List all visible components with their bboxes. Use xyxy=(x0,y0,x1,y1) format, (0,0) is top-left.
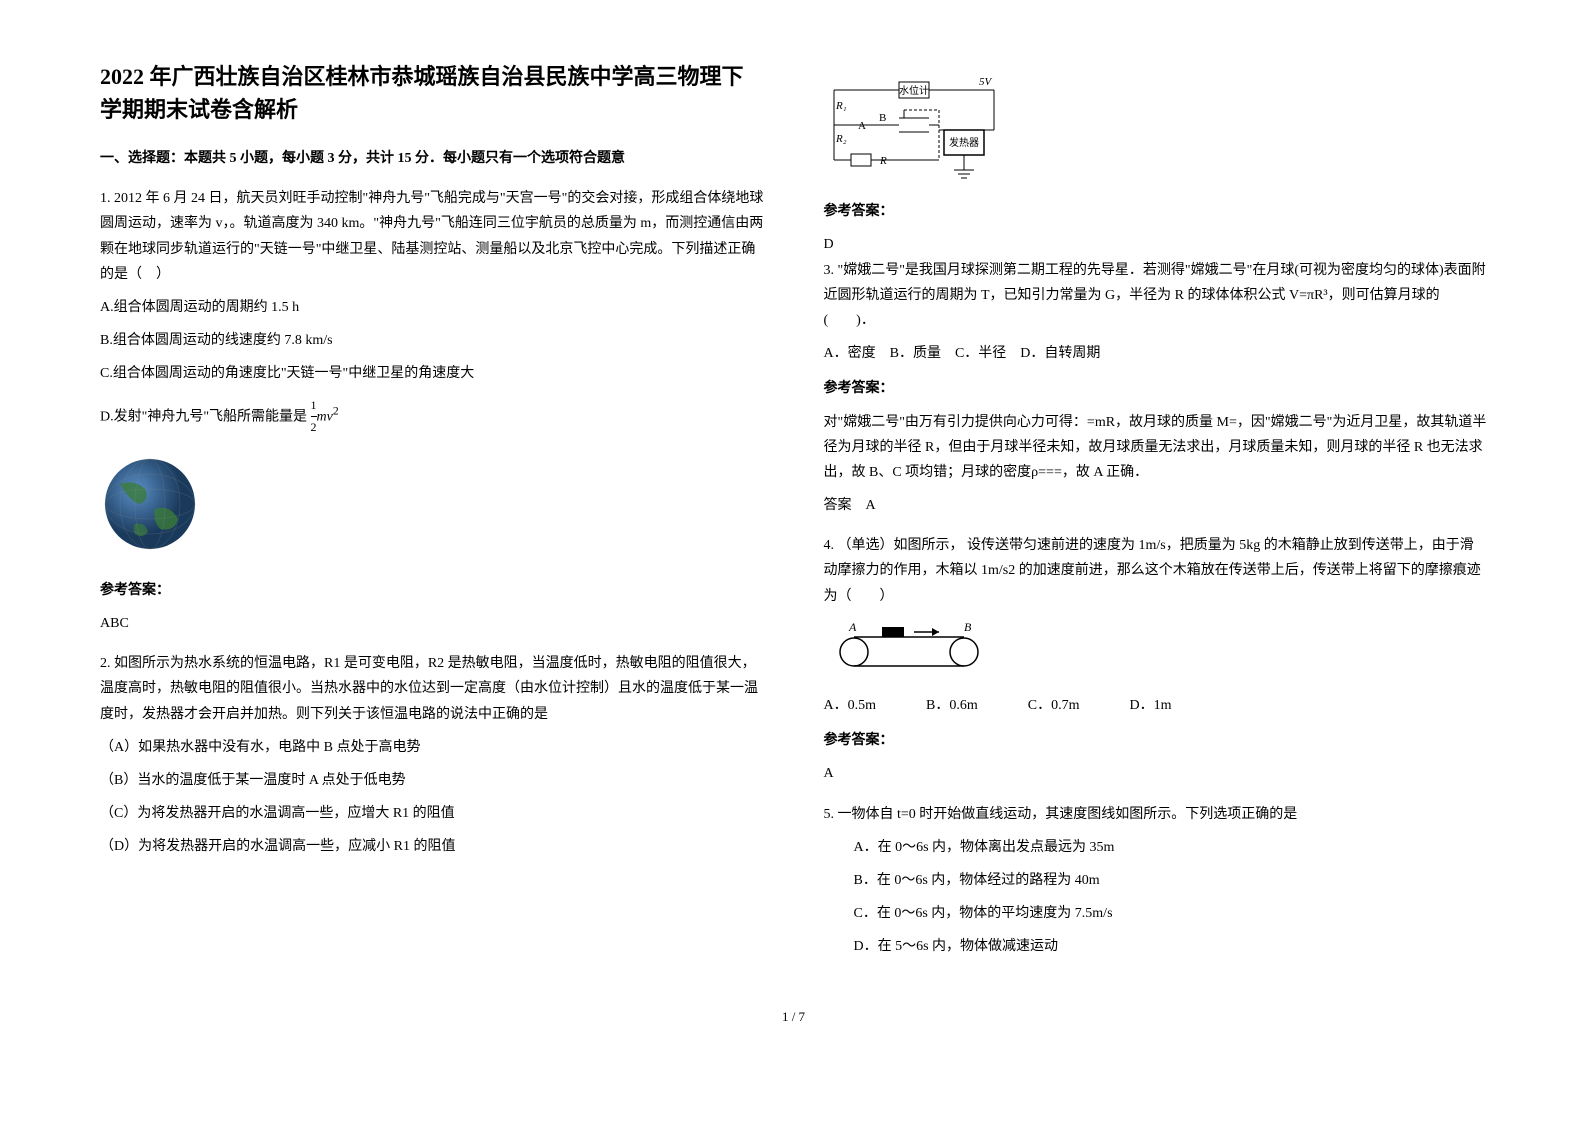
q5-option-a: A．在 0～6s 内，物体离出发点最远为 35m xyxy=(854,835,1488,860)
q1-answer-label: 参考答案： xyxy=(100,578,764,603)
q3-options: A．密度 B．质量 C．半径 D．自转周期 xyxy=(824,341,1488,366)
q1-option-a: A.组合体圆周运动的周期约 1.5 h xyxy=(100,295,764,320)
b-label: B xyxy=(879,112,886,124)
q1-option-b: B.组合体圆周运动的线速度约 7.8 km/s xyxy=(100,328,764,353)
circuit-diagram: 水位计 发热器 R R₁ R₂ A B 5V xyxy=(824,70,1488,189)
question-3: 3. "嫦娥二号"是我国月球探测第二期工程的先导星．若测得"嫦娥二号"在月球(可… xyxy=(824,258,1488,519)
belt-a-label: A xyxy=(848,620,857,634)
q2-text: 2. 如图所示为热水系统的恒温电路，R1 是可变电阻，R2 是热敏电阻，当温度低… xyxy=(100,651,764,727)
q4-options-row: A．0.5m B．0.6m C．0.7m D．1m xyxy=(824,693,1488,718)
question-5: 5. 一物体自 t=0 时开始做直线运动，其速度图线如图所示。下列选项正确的是 … xyxy=(824,802,1488,960)
belt-b-label: B xyxy=(964,620,972,634)
section-heading: 一、选择题：本题共 5 小题，每小题 3 分，共计 15 分．每小题只有一个选项… xyxy=(100,146,764,171)
q2-option-d: （D）为将发热器开启的水温调高一些，应减小 R1 的阻值 xyxy=(100,834,764,859)
earth-globe-image xyxy=(100,454,764,563)
r-label: R xyxy=(879,155,887,167)
q2-answer-label: 参考答案： xyxy=(824,199,1488,224)
question-2: 2. 如图所示为热水系统的恒温电路，R1 是可变电阻，R2 是热敏电阻，当温度低… xyxy=(100,651,764,859)
left-column: 2022 年广西壮族自治区桂林市恭城瑶族自治县民族中学高三物理下学期期末试卷含解… xyxy=(100,60,764,975)
right-column: 水位计 发热器 R R₁ R₂ A B 5V xyxy=(824,60,1488,975)
q4-option-a: A．0.5m xyxy=(824,693,877,718)
q2-option-c: （C）为将发热器开启的水温调高一些，应增大 R1 的阻值 xyxy=(100,801,764,826)
q5-option-d: D．在 5～6s 内，物体做减速运动 xyxy=(854,934,1488,959)
q1-answer: ABC xyxy=(100,611,764,636)
r1-label: R₁ xyxy=(835,100,847,112)
q1-text: 1. 2012 年 6 月 24 日，航天员刘旺手动控制"神舟九号"飞船完成与"… xyxy=(100,186,764,287)
water-gauge-label: 水位计 xyxy=(899,84,929,97)
q5-option-b: B．在 0～6s 内，物体经过的路程为 40m xyxy=(854,868,1488,893)
question-4: 4. （单选）如图所示， 设传送带匀速前进的速度为 1m/s，把质量为 5kg … xyxy=(824,533,1488,786)
q3-answer-line: 答案 A xyxy=(824,493,1488,518)
q3-text: 3. "嫦娥二号"是我国月球探测第二期工程的先导星．若测得"嫦娥二号"在月球(可… xyxy=(824,258,1488,334)
q2-answer: D xyxy=(824,232,1488,257)
q1-option-d-prefix: D.发射"神舟九号"飞船所需能量是 xyxy=(100,409,307,424)
q1-option-d: D.发射"神舟九号"飞船所需能量是 12mv2 xyxy=(100,395,764,439)
q5-text: 5. 一物体自 t=0 时开始做直线运动，其速度图线如图所示。下列选项正确的是 xyxy=(824,802,1488,827)
page-number: 1 / 7 xyxy=(100,1005,1487,1028)
voltage-label: 5V xyxy=(979,76,993,88)
conveyor-belt-diagram: A B xyxy=(824,619,1488,683)
a-label: A xyxy=(858,120,866,132)
document-title: 2022 年广西壮族自治区桂林市恭城瑶族自治县民族中学高三物理下学期期末试卷含解… xyxy=(100,60,764,126)
q4-answer: A xyxy=(824,761,1488,786)
q4-option-d: D．1m xyxy=(1129,693,1171,718)
q3-explanation: 对"嫦娥二号"由万有引力提供向心力可得：=mR，故月球的质量 M=，因"嫦娥二号… xyxy=(824,410,1488,486)
question-1: 1. 2012 年 6 月 24 日，航天员刘旺手动控制"神舟九号"飞船完成与"… xyxy=(100,186,764,636)
q4-option-b: B．0.6m xyxy=(926,693,978,718)
r2-label: R₂ xyxy=(835,133,847,145)
heater-label: 发热器 xyxy=(949,136,979,149)
q1-option-c: C.组合体圆周运动的角速度比"天链一号"中继卫星的角速度大 xyxy=(100,361,764,386)
q4-option-c: C．0.7m xyxy=(1028,693,1080,718)
q4-text: 4. （单选）如图所示， 设传送带匀速前进的速度为 1m/s，把质量为 5kg … xyxy=(824,533,1488,609)
q4-answer-label: 参考答案： xyxy=(824,728,1488,753)
q2-option-a: （A）如果热水器中没有水，电路中 B 点处于高电势 xyxy=(100,735,764,760)
q2-option-b: （B）当水的温度低于某一温度时 A 点处于低电势 xyxy=(100,768,764,793)
q3-answer-label: 参考答案： xyxy=(824,376,1488,401)
kinetic-energy-formula: 12mv2 xyxy=(311,395,339,439)
q5-option-c: C．在 0～6s 内，物体的平均速度为 7.5m/s xyxy=(854,901,1488,926)
